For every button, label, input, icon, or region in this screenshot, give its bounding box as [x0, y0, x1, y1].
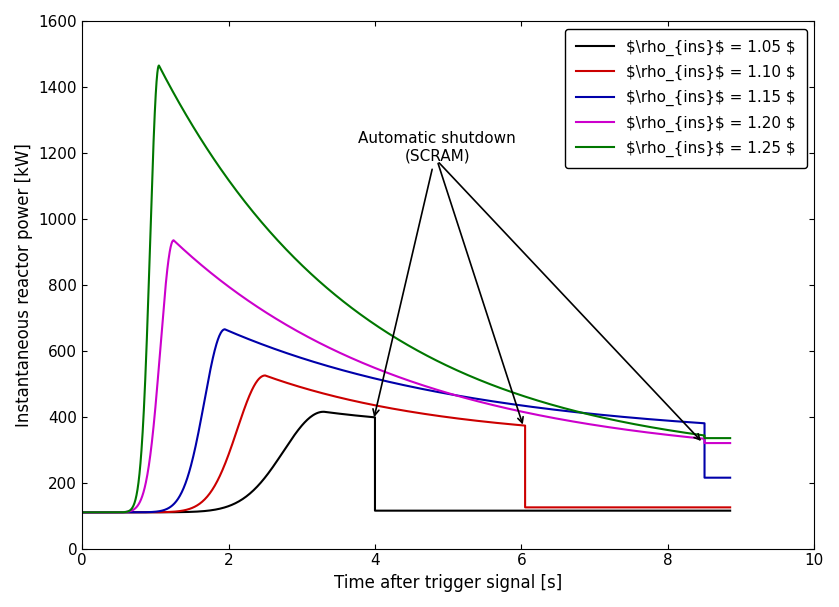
X-axis label: Time after trigger signal [s]: Time after trigger signal [s] — [334, 574, 562, 592]
Text: Automatic shutdown
(SCRAM): Automatic shutdown (SCRAM) — [358, 131, 516, 415]
Legend: $\rho_{ins}$ = 1.05 $, $\rho_{ins}$ = 1.10 $, $\rho_{ins}$ = 1.15 $, $\rho_{ins}: $\rho_{ins}$ = 1.05 $, $\rho_{ins}$ = 1.… — [565, 29, 807, 168]
Y-axis label: Instantaneous reactor power [kW]: Instantaneous reactor power [kW] — [15, 143, 33, 427]
